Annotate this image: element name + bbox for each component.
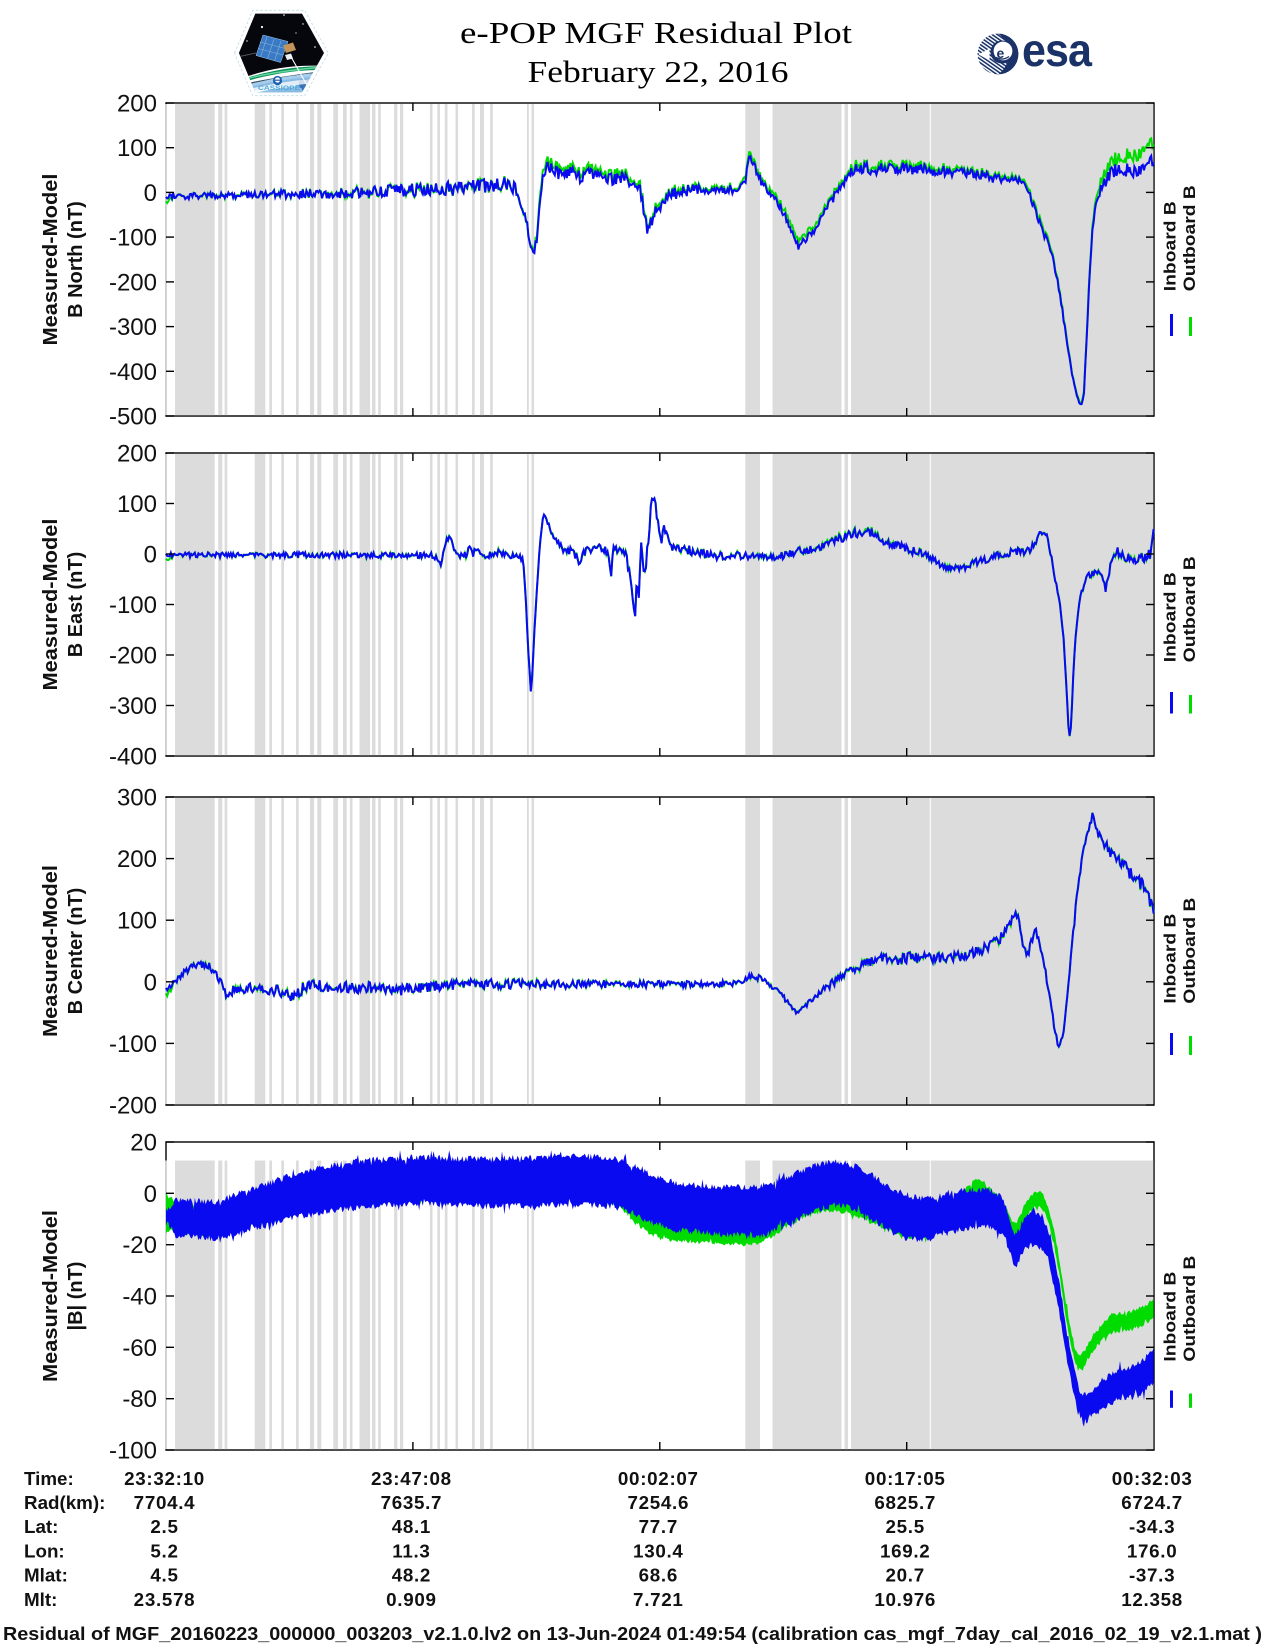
svg-text:00:17:05: 00:17:05 [865, 1468, 946, 1489]
svg-text:20: 20 [130, 1130, 157, 1157]
svg-text:00:02:07: 00:02:07 [618, 1468, 699, 1489]
svg-text:176.0: 176.0 [1127, 1540, 1178, 1561]
svg-text:200: 200 [117, 846, 157, 873]
svg-text:Outboard B: Outboard B [1180, 898, 1199, 1004]
svg-text:23.578: 23.578 [134, 1589, 196, 1610]
svg-text:CASSIOPE: CASSIOPE [258, 85, 301, 92]
svg-text:6724.7: 6724.7 [1121, 1492, 1183, 1513]
svg-text:-200: -200 [109, 1093, 157, 1120]
svg-text:esa: esa [1022, 24, 1092, 76]
svg-text:Time:: Time: [24, 1468, 74, 1489]
svg-text:-300: -300 [109, 314, 157, 341]
svg-text:Measured-Model: Measured-Model [40, 865, 62, 1037]
svg-text:-200: -200 [109, 269, 157, 296]
svg-text:Outboard B: Outboard B [1180, 1256, 1199, 1362]
svg-text:B East (nT): B East (nT) [65, 552, 87, 658]
svg-text:Inboard B: Inboard B [1161, 201, 1180, 291]
svg-text:200: 200 [117, 91, 157, 118]
svg-text:Lon:: Lon: [24, 1540, 65, 1561]
svg-text:February 22, 2016: February 22, 2016 [528, 54, 789, 89]
svg-text:Outboard B: Outboard B [1180, 556, 1199, 662]
svg-text:B North (nT): B North (nT) [65, 201, 87, 318]
svg-text:48.2: 48.2 [392, 1565, 431, 1586]
svg-text:200: 200 [117, 441, 157, 468]
svg-text:Outboard B: Outboard B [1180, 185, 1199, 291]
svg-text:68.6: 68.6 [639, 1565, 678, 1586]
svg-text:-80: -80 [122, 1386, 157, 1413]
svg-text:7704.4: 7704.4 [134, 1492, 196, 1513]
svg-text:100: 100 [117, 908, 157, 935]
svg-text:5.2: 5.2 [150, 1540, 178, 1561]
svg-text:B Center (nT): B Center (nT) [65, 888, 87, 1015]
svg-text:-37.3: -37.3 [1129, 1565, 1175, 1586]
svg-text:Measured-Model: Measured-Model [40, 1210, 62, 1382]
svg-text:e-POP MGF Residual Plot: e-POP MGF Residual Plot [460, 15, 852, 50]
svg-text:4.5: 4.5 [150, 1565, 178, 1586]
svg-text:Rad(km):: Rad(km): [24, 1492, 105, 1513]
svg-text:23:47:08: 23:47:08 [371, 1468, 452, 1489]
svg-text:-60: -60 [122, 1335, 157, 1362]
svg-text:7254.6: 7254.6 [627, 1492, 689, 1513]
svg-text:-100: -100 [109, 1438, 157, 1465]
svg-text:23:32:10: 23:32:10 [124, 1468, 205, 1489]
svg-text:2.5: 2.5 [150, 1516, 178, 1537]
svg-text:e: e [997, 45, 1005, 61]
svg-text:-400: -400 [109, 359, 157, 386]
svg-text:-400: -400 [109, 744, 157, 771]
svg-text:11.3: 11.3 [392, 1540, 430, 1561]
svg-text:0: 0 [144, 1181, 157, 1208]
svg-text:Measured-Model: Measured-Model [40, 519, 62, 691]
svg-text:100: 100 [117, 135, 157, 162]
svg-text:-500: -500 [109, 404, 157, 431]
svg-text:-100: -100 [109, 592, 157, 619]
svg-text:-200: -200 [109, 643, 157, 670]
svg-text:Lat:: Lat: [24, 1516, 58, 1537]
svg-text:20.7: 20.7 [886, 1565, 925, 1586]
svg-text:48.1: 48.1 [392, 1516, 431, 1537]
svg-text:12.358: 12.358 [1121, 1589, 1183, 1610]
svg-text:7635.7: 7635.7 [381, 1492, 443, 1513]
svg-text:0: 0 [144, 542, 157, 569]
svg-text:130.4: 130.4 [633, 1540, 684, 1561]
svg-text:|B| (nT): |B| (nT) [65, 1262, 87, 1331]
svg-text:169.2: 169.2 [880, 1540, 931, 1561]
svg-text:Inboard B: Inboard B [1161, 1272, 1180, 1362]
svg-text:Residual of MGF_20160223_00000: Residual of MGF_20160223_000000_003203_v… [3, 1624, 1262, 1644]
svg-text:-34.3: -34.3 [1129, 1516, 1175, 1537]
svg-text:100: 100 [117, 491, 157, 518]
svg-text:10.976: 10.976 [874, 1589, 936, 1610]
svg-text:Mlat:: Mlat: [24, 1565, 68, 1586]
svg-text:0: 0 [144, 180, 157, 207]
svg-text:-100: -100 [109, 225, 157, 252]
svg-text:-300: -300 [109, 693, 157, 720]
svg-text:-40: -40 [122, 1284, 157, 1311]
svg-text:77.7: 77.7 [639, 1516, 678, 1537]
svg-text:25.5: 25.5 [886, 1516, 925, 1537]
svg-text:7.721: 7.721 [633, 1589, 684, 1610]
svg-text:Inboard B: Inboard B [1161, 914, 1180, 1004]
svg-text:00:32:03: 00:32:03 [1112, 1468, 1193, 1489]
svg-text:0.909: 0.909 [386, 1589, 437, 1610]
svg-text:Mlt:: Mlt: [24, 1589, 57, 1610]
svg-text:Inboard B: Inboard B [1161, 572, 1180, 662]
svg-text:-100: -100 [109, 1031, 157, 1058]
svg-text:0: 0 [144, 969, 157, 996]
svg-text:Measured-Model: Measured-Model [40, 174, 62, 346]
svg-text:300: 300 [117, 785, 157, 812]
svg-text:6825.7: 6825.7 [874, 1492, 936, 1513]
svg-text:-20: -20 [122, 1232, 157, 1259]
